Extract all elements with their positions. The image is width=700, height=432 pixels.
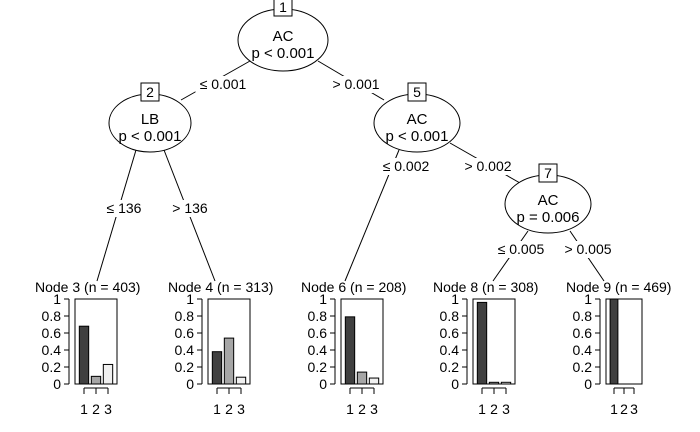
edge-label: ≤ 0.001 — [200, 76, 247, 92]
y-tick-label: 0 — [53, 376, 61, 392]
y-tick-label: 0.4 — [573, 342, 593, 358]
bar-class-3 — [500, 381, 512, 385]
node-p-value: p < 0.001 — [252, 45, 315, 62]
x-tick-label: 1 — [213, 401, 221, 417]
x-tick-label: 3 — [237, 401, 245, 417]
y-tick-label: 0.8 — [308, 308, 328, 324]
bar-class-1 — [78, 325, 90, 385]
y-tick-label: 0 — [319, 376, 327, 392]
bar-class-1 — [344, 316, 356, 385]
bar-class-3 — [102, 363, 114, 385]
node-id-box — [407, 82, 427, 102]
y-tick-label: 0.2 — [573, 359, 593, 375]
bar-class-3 — [235, 376, 247, 385]
x-tick-label: 3 — [370, 401, 378, 417]
y-tick-label: 0.8 — [175, 308, 195, 324]
bar-class-2 — [223, 337, 235, 385]
y-tick-label: 0.6 — [308, 325, 328, 341]
x-tick-label: 1 — [610, 401, 618, 417]
node-id: 5 — [413, 84, 421, 100]
x-tick-label: 1 — [80, 401, 88, 417]
bar-class-1 — [211, 351, 223, 385]
y-tick-label: 0.8 — [440, 308, 460, 324]
terminal-node-title: Node 3 (n = 403) — [35, 279, 140, 295]
edge-label: ≤ 0.005 — [498, 241, 545, 257]
y-tick-label: 0 — [451, 376, 459, 392]
x-tick-label: 3 — [502, 401, 510, 417]
y-tick-label: 0.6 — [42, 325, 62, 341]
node-id-box — [140, 82, 160, 102]
y-tick-label: 1 — [584, 291, 592, 307]
edge-label-bg — [460, 158, 516, 175]
y-tick-label: 0.4 — [42, 342, 62, 358]
edge-label: ≤ 136 — [107, 200, 142, 216]
y-tick-label: 0 — [186, 376, 194, 392]
terminal-node-title: Node 4 (n = 313) — [168, 279, 273, 295]
terminal-node-title: Node 8 (n = 308) — [433, 279, 538, 295]
y-tick-label: 0.4 — [175, 342, 195, 358]
terminal-node-title: Node 9 (n = 469) — [566, 279, 671, 295]
x-tick-label: 2 — [358, 401, 366, 417]
bar-class-3 — [368, 377, 380, 385]
edge-label-bg — [378, 158, 434, 175]
bar-panel-frame — [605, 298, 643, 385]
node-variable: AC — [538, 192, 559, 209]
edge-label-bg — [493, 241, 549, 258]
node-id-box — [538, 163, 558, 183]
bar-class-1 — [476, 301, 488, 385]
edge-label-bg — [103, 200, 145, 217]
node-variable: AC — [273, 28, 294, 45]
y-tick-label: 1 — [186, 291, 194, 307]
y-tick-label: 0.2 — [308, 359, 328, 375]
y-tick-label: 0.2 — [440, 359, 460, 375]
node-id-box — [273, 0, 293, 17]
y-tick-label: 0.6 — [440, 325, 460, 341]
edge-label-bg — [328, 76, 384, 93]
y-tick-label: 0.6 — [175, 325, 195, 341]
edge-label: > 0.001 — [332, 76, 379, 92]
node-id: 7 — [544, 165, 552, 181]
node-id: 1 — [279, 0, 287, 15]
x-tick-label: 2 — [225, 401, 233, 417]
edge-label: ≤ 0.002 — [383, 158, 430, 174]
node-p-value: p < 0.001 — [386, 128, 449, 145]
edge-label-bg — [195, 76, 251, 93]
bar-class-2 — [90, 375, 102, 385]
y-tick-label: 1 — [319, 291, 327, 307]
node-p-value: p < 0.001 — [119, 128, 182, 145]
y-tick-label: 1 — [451, 291, 459, 307]
bar-class-1 — [609, 298, 619, 385]
node-id: 2 — [146, 84, 154, 100]
x-tick-label: 1 — [346, 401, 354, 417]
node-variable: LB — [141, 111, 159, 128]
terminal-node-title: Node 6 (n = 208) — [301, 279, 406, 295]
edge-label: > 0.005 — [564, 241, 611, 257]
edge-label-bg — [560, 241, 616, 258]
bar-class-2 — [488, 381, 500, 385]
y-tick-label: 0.4 — [440, 342, 460, 358]
y-tick-label: 0.6 — [573, 325, 593, 341]
x-tick-label: 2 — [92, 401, 100, 417]
edge-label: > 0.002 — [464, 158, 511, 174]
y-tick-label: 0.2 — [42, 359, 62, 375]
node-p-value: p = 0.006 — [517, 209, 580, 226]
y-tick-label: 0.2 — [175, 359, 195, 375]
x-tick-label: 3 — [630, 401, 638, 417]
bar-class-2 — [356, 371, 368, 385]
y-tick-label: 0.8 — [573, 308, 593, 324]
y-tick-label: 1 — [53, 291, 61, 307]
x-tick-label: 2 — [490, 401, 498, 417]
node-variable: AC — [407, 111, 428, 128]
x-tick-label: 3 — [104, 401, 112, 417]
y-tick-label: 0.8 — [42, 308, 62, 324]
y-tick-label: 0 — [584, 376, 592, 392]
edge-label-bg — [169, 200, 211, 217]
x-tick-label: 2 — [620, 401, 628, 417]
y-tick-label: 0.4 — [308, 342, 328, 358]
x-tick-label: 1 — [478, 401, 486, 417]
edge-label: > 136 — [172, 200, 208, 216]
